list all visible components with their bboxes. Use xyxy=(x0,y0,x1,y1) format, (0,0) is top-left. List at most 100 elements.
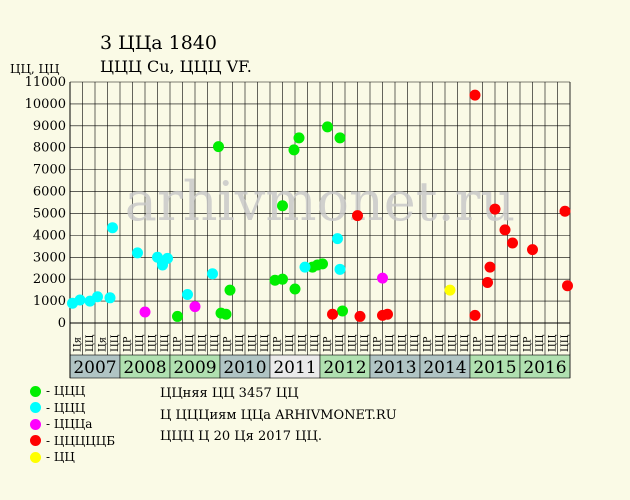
y-tick-label: 4000 xyxy=(33,228,66,243)
data-point xyxy=(104,292,116,304)
quarter-label: ЦЦ xyxy=(285,334,296,352)
data-point xyxy=(189,301,201,313)
data-point xyxy=(74,294,86,306)
data-point xyxy=(107,222,118,234)
quarter-label: ЦЦ xyxy=(110,334,121,352)
quarter-label: ЦЦ xyxy=(485,334,496,352)
legend-label: - ЦЦЦЦЦБ xyxy=(46,433,116,448)
y-tick-label: 2000 xyxy=(33,272,66,287)
quarter-label: ЦЦ xyxy=(210,334,221,352)
quarter-label: ЦЦ xyxy=(497,334,508,352)
data-point xyxy=(132,247,143,259)
legend-item: - ЦЦ xyxy=(30,449,115,466)
data-point xyxy=(172,310,183,322)
chart-subtitle: ЦЦЦ Cu, ЦЦЦ VF. xyxy=(100,57,252,76)
legend-dot xyxy=(30,418,41,430)
data-point xyxy=(224,284,236,296)
data-point xyxy=(527,244,538,256)
legend-dot xyxy=(30,435,41,447)
year-label: 2016 xyxy=(523,358,566,378)
y-tick-label: 0 xyxy=(58,316,66,331)
data-point xyxy=(213,141,224,153)
quarter-label: ЦЦ xyxy=(385,334,396,352)
quarter-label: Ця xyxy=(97,337,108,352)
data-point xyxy=(277,200,288,212)
legend-dot xyxy=(30,451,41,463)
quarter-label: ЦЦ xyxy=(147,334,158,352)
data-point xyxy=(562,280,573,292)
legend-item: - ЦЦЦЦЦБ xyxy=(30,433,115,450)
data-point xyxy=(293,132,305,144)
data-point xyxy=(277,273,288,285)
year-label: 2007 xyxy=(73,358,116,378)
year-label: 2010 xyxy=(223,358,266,378)
data-point xyxy=(489,203,501,215)
data-point xyxy=(289,283,301,295)
data-point xyxy=(288,144,300,156)
quarter-label: ЦЦ xyxy=(397,334,408,352)
data-point xyxy=(327,308,338,320)
y-axis-label: ЦЦ, ЦЦ xyxy=(10,62,60,76)
data-point xyxy=(317,258,328,270)
data-point xyxy=(377,272,388,284)
data-point xyxy=(334,132,346,144)
y-tick-label: 5000 xyxy=(33,206,66,221)
data-point xyxy=(352,210,363,222)
data-point xyxy=(207,268,218,280)
quarter-label: ЦР xyxy=(322,336,333,352)
year-label: 2013 xyxy=(373,358,416,378)
quarter-label: ЦР xyxy=(472,336,483,352)
year-label: 2008 xyxy=(123,358,166,378)
quarter-label: ЦЦ xyxy=(185,334,196,352)
quarter-label: ЦЦ xyxy=(460,334,471,352)
data-point xyxy=(482,276,493,288)
quarter-label: ЦЦ xyxy=(310,334,321,352)
quarter-label: ЦЦ xyxy=(410,334,421,352)
legend-item: - ЦЦЦа xyxy=(30,416,115,433)
quarter-label: ЦЦ xyxy=(85,334,96,352)
data-point xyxy=(499,224,511,236)
quarter-label: ЦЦ xyxy=(335,334,346,352)
quarter-label: ЦР xyxy=(522,336,533,352)
quarter-label: ЦЦ xyxy=(435,334,446,352)
legend-label: - ЦЦЦ xyxy=(46,384,86,399)
quarter-label: ЦЦ xyxy=(260,334,271,352)
quarter-label: ЦЦ xyxy=(197,334,208,352)
note-line: ЦЦЦ Ц 20 Ця 2017 ЦЦ. xyxy=(160,429,322,444)
y-tick-label: 3000 xyxy=(33,250,66,265)
quarter-label: ЦР xyxy=(272,336,283,352)
watermark: arhivmonet.ru xyxy=(125,170,515,233)
y-tick-label: 10000 xyxy=(25,97,66,112)
legend-label: - ЦЦЦ xyxy=(46,400,86,415)
year-label: 2014 xyxy=(423,358,466,378)
chart-title: 3 ЦЦа 1840 xyxy=(100,32,217,54)
quarter-label: ЦЦ xyxy=(297,334,308,352)
quarter-label: Ця xyxy=(72,337,83,352)
legend-dot xyxy=(30,402,41,414)
data-point xyxy=(559,205,571,217)
data-point xyxy=(382,308,393,320)
year-label: 2011 xyxy=(273,358,316,378)
y-tick-label: 8000 xyxy=(33,141,66,156)
quarter-label: ЦЦ xyxy=(447,334,458,352)
data-point xyxy=(322,121,333,133)
data-point xyxy=(484,261,496,273)
data-point xyxy=(299,261,311,273)
quarter-label: ЦЦ xyxy=(347,334,358,352)
data-point xyxy=(507,237,518,249)
notes: ЦЦняя ЦЦ 3457 ЦЦ Ц ЦЦЦиям ЦЦа ARHIVMONET… xyxy=(160,383,397,448)
note-line: ЦЦняя ЦЦ 3457 ЦЦ xyxy=(160,386,299,401)
legend-item: - ЦЦЦ xyxy=(30,400,115,417)
quarter-label: ЦР xyxy=(222,336,233,352)
y-tick-label: 6000 xyxy=(33,185,66,200)
quarter-label: ЦЦ xyxy=(247,334,258,352)
quarter-label: ЦЦ xyxy=(360,334,371,352)
quarter-label: ЦР xyxy=(422,336,433,352)
year-label: 2012 xyxy=(323,358,366,378)
quarter-label: ЦЦ xyxy=(510,334,521,352)
y-tick-label: 11000 xyxy=(25,75,66,90)
y-tick-label: 9000 xyxy=(33,119,66,134)
quarter-label: ЦР xyxy=(172,336,183,352)
quarter-label: ЦЦ xyxy=(135,334,146,352)
